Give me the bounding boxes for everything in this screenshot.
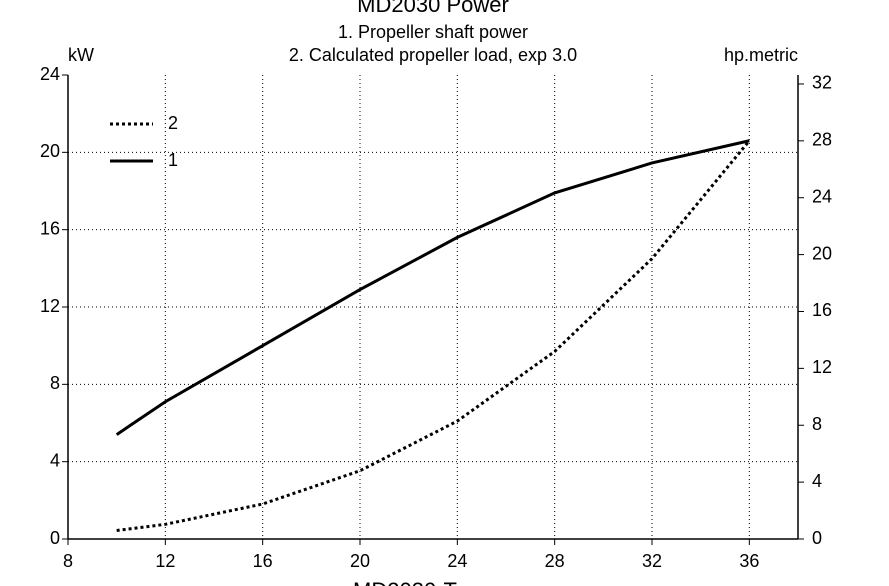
y-axis-label: kW [68,45,94,65]
x-tick-label: 8 [63,551,73,571]
legend-label: 1 [168,150,178,170]
y-tick-label: 20 [40,141,60,161]
series-line [115,139,750,436]
y2-tick-label: 28 [812,130,832,150]
y-tick-label: 12 [40,296,60,316]
x-tick-label: 32 [642,551,662,571]
subtitle: 1. Propeller shaft power [338,22,528,42]
y2-tick-label: 24 [812,186,832,206]
x-tick-label: 36 [739,551,759,571]
x-tick-label: 16 [253,551,273,571]
y2-tick-label: 20 [812,243,832,263]
y-tick-label: 0 [50,528,60,548]
y2-tick-label: 32 [812,73,832,93]
y-tick-label: 4 [50,450,60,470]
y2-axis-label: hp.metric [724,45,798,65]
y-tick-label: 8 [50,373,60,393]
y2-tick-label: 16 [812,300,832,320]
y-tick-label: 16 [40,218,60,238]
subtitle: 2. Calculated propeller load, exp 3.0 [289,45,577,65]
x-tick-label: 28 [545,551,565,571]
y-tick-label: 24 [40,64,60,84]
series-line [116,139,751,532]
x-tick-label: 20 [350,551,370,571]
y2-tick-label: 0 [812,528,822,548]
x-tick-label: 24 [447,551,467,571]
chart-title: MD2030 Power [357,0,509,17]
x-axis-label: MD2030-T [353,578,457,586]
y2-tick-label: 4 [812,471,822,491]
legend-label: 2 [168,113,178,133]
y2-tick-label: 12 [812,357,832,377]
y2-tick-label: 8 [812,414,822,434]
x-tick-label: 12 [155,551,175,571]
